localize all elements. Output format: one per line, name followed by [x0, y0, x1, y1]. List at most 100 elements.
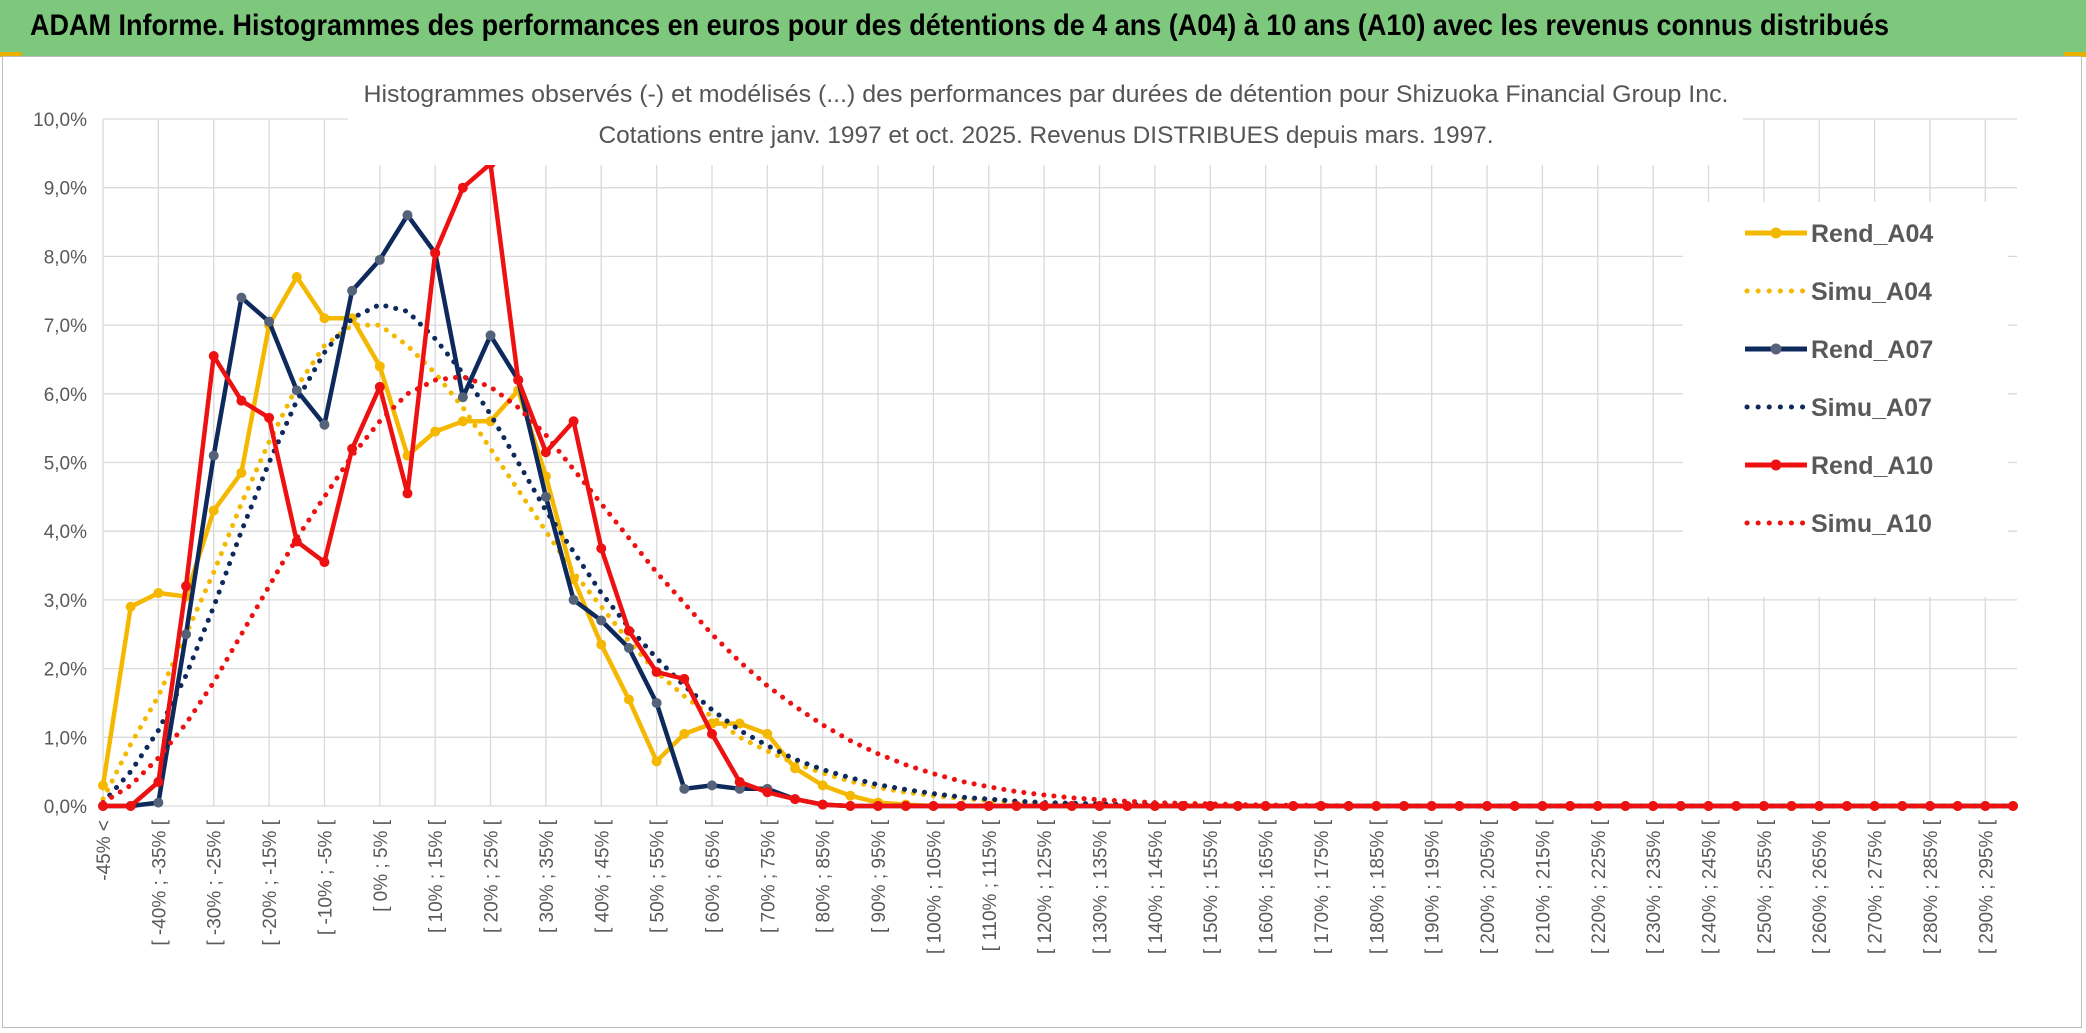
data-point: [1426, 801, 1437, 811]
data-point: [762, 728, 773, 739]
data-point: [513, 375, 524, 386]
legend-marker: [1770, 459, 1782, 471]
data-point: [236, 292, 247, 303]
chart-title: Histogrammes observés (-) et modélisés (…: [364, 81, 1729, 108]
legend-item-Rend_A04: Rend_A04: [1745, 220, 1933, 248]
chart-frame: 0,0% 1,0% 2,0% 3,0% 4,0% 5,0% 6,0% 7,0% 8,0% 9,0%…: [2, 56, 2082, 1028]
legend-item-Simu_A10: Simu_A10: [1744, 510, 1932, 538]
x-tick-label: [ 90% ; 95% [: [869, 819, 890, 933]
title-layer: Histogrammes observés (-) et modélisés (…: [348, 61, 1743, 165]
data-point: [402, 488, 413, 499]
x-tick-label: [ 130% ; 135% [: [1091, 819, 1112, 954]
data-point: [1066, 801, 1077, 811]
data-point: [319, 419, 330, 430]
series-line: [100, 302, 2016, 809]
data-point: [817, 799, 828, 810]
x-tick-label: -45% <: [94, 820, 115, 881]
x-tick-label: [ 30% ; 35% [: [537, 819, 558, 933]
x-tick-label: [ 0% ; 5% [: [371, 819, 392, 912]
x-tick-label: [ 10% ; 15% [: [426, 819, 447, 933]
data-point: [208, 351, 219, 362]
data-point: [98, 780, 108, 791]
legend-label: Rend_A07: [1811, 336, 1933, 364]
data-point: [125, 801, 136, 811]
left-corner-mark: [0, 52, 22, 57]
data-point: [1620, 801, 1631, 811]
y-tick-label: 0,0%: [44, 797, 87, 818]
x-tick-label: [ 70% ; 75% [: [758, 819, 779, 933]
data-point: [596, 615, 607, 626]
data-point: [153, 797, 164, 808]
x-tick-layer: -45% < [ -40% ; -35% [[ -30% ; -25% [[ -2…: [94, 819, 1997, 954]
x-tick-label: [ 20% ; 25% [: [482, 819, 503, 933]
x-tick-label: [ 210% ; 215% [: [1533, 819, 1554, 954]
legend-item-Rend_A10: Rend_A10: [1745, 452, 1933, 480]
x-tick-label: [ 120% ; 125% [: [1035, 819, 1056, 954]
data-point: [1509, 801, 1520, 811]
data-point: [568, 416, 579, 427]
data-point: [956, 801, 967, 811]
data-point: [651, 697, 662, 708]
data-point: [734, 783, 745, 794]
legend-item-Rend_A07: Rend_A07: [1745, 336, 1933, 364]
x-tick-label: [ 190% ; 195% [: [1423, 819, 1444, 954]
data-point: [1205, 801, 1216, 811]
series-layer: [98, 158, 2018, 811]
x-tick-label: [ 250% ; 255% [: [1755, 819, 1776, 954]
data-point: [706, 728, 717, 739]
data-point: [1758, 801, 1769, 811]
data-point: [374, 361, 385, 372]
data-point: [181, 581, 192, 592]
data-point: [153, 588, 164, 599]
data-point: [679, 673, 690, 684]
data-point: [651, 667, 662, 678]
data-point: [208, 450, 219, 461]
data-point: [457, 416, 468, 427]
data-point: [430, 247, 441, 258]
data-point: [1648, 801, 1659, 811]
legend-background: [1683, 202, 2008, 597]
y-tick-label: 2,0%: [44, 660, 87, 681]
data-point: [679, 783, 690, 794]
data-point: [679, 728, 690, 739]
data-point: [319, 557, 330, 568]
x-tick-label: [ 260% ; 265% [: [1810, 819, 1831, 954]
data-point: [706, 780, 717, 791]
data-point: [457, 392, 468, 403]
x-tick-label: [ 170% ; 175% [: [1312, 819, 1333, 954]
data-point: [291, 385, 302, 396]
data-point: [125, 601, 136, 612]
data-point: [762, 787, 773, 798]
legend-label: Simu_A10: [1811, 510, 1932, 538]
data-point: [817, 780, 828, 791]
x-tick-label: [ 150% ; 155% [: [1201, 819, 1222, 954]
data-point: [734, 776, 745, 787]
legend-label: Rend_A04: [1811, 220, 1933, 248]
data-point: [236, 467, 247, 478]
y-tick-label: 8,0%: [44, 247, 87, 268]
data-point: [347, 285, 358, 296]
data-point: [845, 801, 856, 811]
data-point: [1039, 801, 1050, 811]
data-point: [651, 756, 662, 767]
legend-item-Simu_A07: Simu_A07: [1744, 394, 1932, 422]
y-tick-label: 3,0%: [44, 591, 87, 612]
data-point: [845, 790, 856, 801]
data-point: [1841, 801, 1852, 811]
legend-label: Simu_A04: [1811, 278, 1932, 306]
x-tick-label: [ 280% ; 285% [: [1921, 819, 1942, 954]
data-point: [2008, 801, 2018, 811]
data-point: [236, 395, 247, 406]
data-point: [1537, 801, 1548, 811]
data-point: [264, 412, 275, 423]
x-tick-label: [ 40% ; 45% [: [592, 819, 613, 933]
x-tick-label: [ -30% ; -25% [: [205, 819, 226, 945]
data-point: [402, 210, 413, 221]
y-tick-label: 5,0%: [44, 454, 87, 475]
data-point: [1869, 801, 1880, 811]
y-tick-label: 1,0%: [44, 728, 87, 749]
y-tick-label: 6,0%: [44, 385, 87, 406]
data-point: [596, 639, 607, 650]
legend-marker: [1770, 343, 1782, 355]
y-tick-layer: 0,0% 1,0% 2,0% 3,0% 4,0% 5,0% 6,0% 7,0% 8,0% 9,0%…: [33, 110, 87, 818]
